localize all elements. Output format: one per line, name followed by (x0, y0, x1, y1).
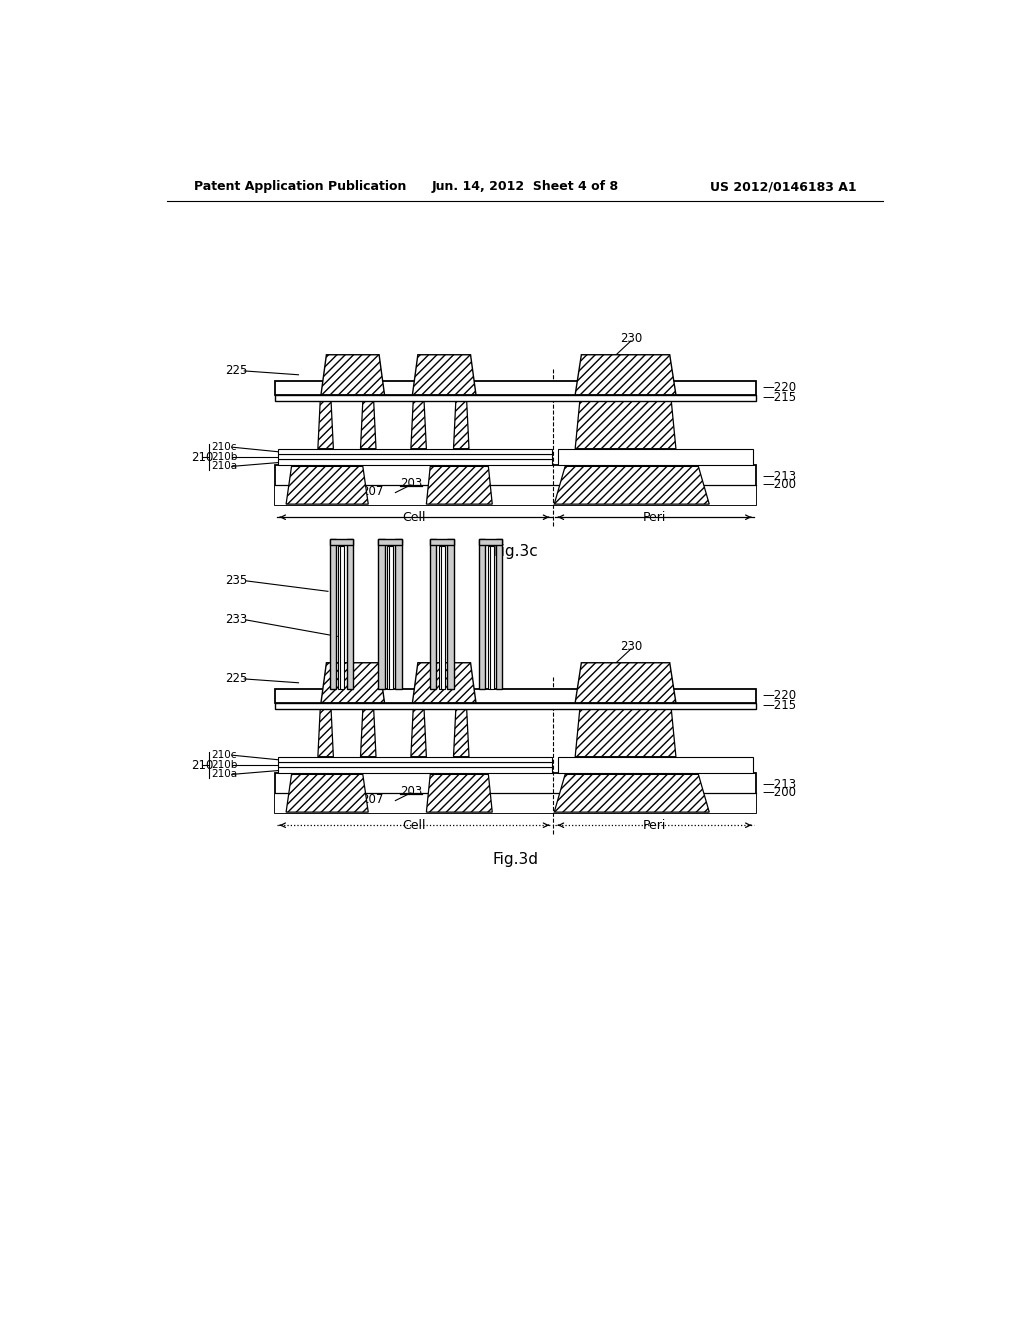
Text: 235: 235 (225, 574, 247, 587)
Bar (489, 546, 494, 689)
Polygon shape (554, 775, 710, 812)
Polygon shape (411, 401, 426, 449)
Polygon shape (317, 401, 334, 449)
Text: Cell: Cell (402, 511, 426, 524)
Bar (279, 454, 552, 459)
Bar (430, 539, 436, 689)
Text: 225: 225 (225, 364, 247, 378)
Polygon shape (286, 775, 369, 812)
Bar (438, 546, 442, 689)
Text: Patent Application Publication: Patent Application Publication (194, 181, 407, 194)
Bar (378, 539, 385, 689)
Text: 230: 230 (620, 640, 642, 653)
Polygon shape (575, 663, 676, 702)
Bar (389, 546, 393, 689)
Bar (558, 449, 753, 465)
Bar (275, 381, 756, 395)
Bar (487, 546, 492, 689)
Bar (558, 756, 753, 774)
Text: 212: 212 (306, 792, 329, 805)
Text: 212: 212 (306, 484, 329, 498)
Polygon shape (286, 466, 369, 504)
Bar (275, 774, 756, 813)
Polygon shape (554, 466, 710, 504)
Text: 203: 203 (613, 781, 635, 795)
Text: 210b: 210b (212, 760, 238, 770)
Text: —213: —213 (762, 470, 796, 483)
Bar (338, 546, 342, 689)
Text: 210b: 210b (212, 453, 238, 462)
Text: Cell: Cell (402, 818, 426, 832)
Bar (430, 539, 454, 545)
Text: —220: —220 (762, 381, 796, 395)
Polygon shape (426, 775, 493, 812)
Bar (275, 395, 756, 401)
Bar (279, 449, 552, 454)
Text: 210a: 210a (212, 770, 238, 779)
Bar (279, 756, 552, 762)
Bar (346, 539, 352, 689)
Text: —200: —200 (762, 478, 796, 491)
Polygon shape (426, 466, 493, 504)
Bar (279, 762, 552, 767)
Text: Fig.3c: Fig.3c (494, 544, 538, 558)
Text: 210: 210 (191, 450, 214, 463)
Text: Peri: Peri (642, 818, 666, 832)
Text: 207: 207 (360, 792, 383, 805)
Bar (275, 689, 756, 702)
Text: 210c: 210c (212, 442, 238, 453)
Text: Peri: Peri (642, 511, 666, 524)
Text: 225: 225 (225, 672, 247, 685)
Polygon shape (454, 401, 469, 449)
Bar (441, 546, 445, 689)
Bar (275, 702, 756, 709)
Text: 233: 233 (225, 614, 247, 627)
Text: 230: 230 (620, 333, 642, 345)
Text: —215: —215 (762, 700, 796, 713)
Polygon shape (575, 709, 676, 756)
Polygon shape (413, 663, 476, 702)
Polygon shape (413, 355, 476, 395)
Text: Jun. 14, 2012  Sheet 4 of 8: Jun. 14, 2012 Sheet 4 of 8 (431, 181, 618, 194)
Text: US 2012/0146183 A1: US 2012/0146183 A1 (710, 181, 856, 194)
Bar (395, 539, 401, 689)
Text: —220: —220 (762, 689, 796, 702)
Text: 203: 203 (399, 785, 422, 797)
Text: 210a: 210a (212, 462, 238, 471)
Text: 207: 207 (360, 484, 383, 498)
Polygon shape (360, 709, 376, 756)
Bar (447, 539, 454, 689)
Text: 203: 203 (399, 477, 422, 490)
Bar (479, 539, 503, 545)
Bar (330, 539, 336, 689)
Polygon shape (321, 663, 385, 702)
Text: —213: —213 (762, 777, 796, 791)
Bar (279, 459, 552, 465)
Text: —215: —215 (762, 391, 796, 404)
Bar (387, 546, 391, 689)
Polygon shape (411, 709, 426, 756)
Text: 210: 210 (191, 759, 214, 772)
Bar (275, 465, 756, 506)
Polygon shape (321, 355, 385, 395)
Bar (279, 767, 552, 774)
Text: 203: 203 (613, 473, 635, 486)
Bar (479, 539, 485, 689)
Text: Fig.3d: Fig.3d (493, 851, 539, 867)
Text: 205: 205 (613, 484, 635, 498)
Bar (378, 539, 401, 545)
Bar (275, 793, 756, 813)
Polygon shape (360, 401, 376, 449)
Polygon shape (317, 709, 334, 756)
Text: 205: 205 (613, 792, 635, 805)
Bar (330, 539, 352, 545)
Bar (496, 539, 503, 689)
Polygon shape (454, 709, 469, 756)
Text: —200: —200 (762, 787, 796, 800)
Text: 210c: 210c (212, 750, 238, 760)
Bar (275, 484, 756, 506)
Polygon shape (575, 355, 676, 395)
Polygon shape (575, 401, 676, 449)
Bar (340, 546, 344, 689)
